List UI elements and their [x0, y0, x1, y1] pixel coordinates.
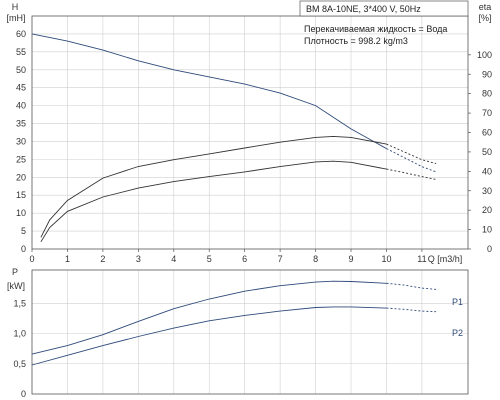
head-curve — [31, 33, 387, 149]
x-tick-label: 5 — [207, 254, 212, 264]
x-tick-label: 8 — [313, 254, 318, 264]
fluid-note: Перекачиваемая жидкость = Вода — [304, 24, 447, 34]
x-tick-label: 0 — [29, 254, 34, 264]
y-right-tick-label: 10 — [482, 225, 492, 235]
series-label-p2: P2 — [452, 328, 463, 338]
y-left-tick-label: 60 — [16, 29, 26, 39]
npsh-curve-extension — [386, 168, 437, 180]
series-label-p1: P1 — [452, 297, 463, 307]
x-axis-label: Q [m3/h] — [428, 254, 463, 264]
y-right-tick-label: 50 — [482, 147, 492, 157]
x-tick-label: 3 — [136, 254, 141, 264]
top-plot-frame — [31, 15, 469, 250]
power-curve-p2-extension — [386, 307, 437, 313]
x-tick-label: 6 — [242, 254, 247, 264]
p-tick-label: 0,5 — [13, 359, 26, 369]
power-curve-p1-extension — [386, 282, 437, 290]
y-left-tick-label: 0 — [21, 244, 26, 254]
y-right-tick-label: 20 — [482, 205, 492, 215]
x-tick-label: 11 — [417, 254, 426, 264]
p-tick-label: 1,0 — [13, 329, 26, 339]
x-tick-label: 2 — [100, 254, 105, 264]
y-left-axis-label: H — [12, 2, 19, 12]
y-right-axis-unit: [%] — [478, 13, 491, 23]
y-left-tick-label: 30 — [16, 136, 26, 146]
head-curve-extension — [386, 148, 437, 173]
y-left-tick-label: 50 — [16, 65, 26, 75]
y-right-tick-label: 30 — [482, 186, 492, 196]
y-right-tick-label: 90 — [482, 69, 492, 79]
p-tick-label: 0 — [21, 389, 26, 399]
bottom-plot-frame — [31, 269, 469, 395]
efficiency-curve — [40, 135, 387, 238]
y-right-tick-label: 100 — [477, 50, 492, 60]
y-left-tick-label: 5 — [21, 226, 26, 236]
x-tick-label: 4 — [171, 254, 176, 264]
y-right-tick-label: 40 — [482, 166, 492, 176]
y-left-tick-label: 45 — [16, 83, 26, 93]
y-right-tick-label: 70 — [482, 108, 492, 118]
y-left-tick-label: 35 — [16, 119, 26, 129]
x-tick-label: 7 — [278, 254, 283, 264]
head-efficiency-panel: 0 1 2 3 4 5 6 7 8 9 10 11 Q [m3/h]051015202530354045… — [7, 0, 492, 264]
pump-model-label: BM 8A-10NE, 3*400 V, 50Hz — [306, 4, 421, 14]
y-left-axis-unit: [mH] — [7, 13, 26, 23]
y-right-tick-label: 80 — [482, 89, 492, 99]
p-tick-label: 1,5 — [13, 298, 26, 308]
y-left-tick-label: 20 — [16, 172, 26, 182]
x-tick-label: 10 — [381, 254, 391, 264]
x-tick-label: 1 — [65, 254, 70, 264]
x-tick-label: 9 — [349, 254, 354, 264]
y-right-tick-label: 60 — [482, 128, 492, 138]
power-curve-p1 — [31, 280, 387, 355]
p-axis-unit: [kW] — [7, 281, 25, 291]
power-panel: 0 0,5 1,0 1,5 P [kW] P1 P2 — [7, 267, 469, 399]
efficiency-curve-extension — [386, 143, 437, 165]
y-left-tick-label: 10 — [16, 208, 26, 218]
y-right-tick-label: 0 — [487, 244, 492, 254]
y-right-axis-label: eta — [479, 2, 492, 12]
y-left-tick-label: 55 — [16, 47, 26, 57]
p-axis-label: P — [12, 267, 18, 277]
fluid-note: Плотность = 998.2 kg/m3 — [304, 36, 408, 46]
header-box — [299, 0, 469, 17]
power-curve-p2 — [31, 306, 387, 366]
y-left-tick-label: 25 — [16, 154, 26, 164]
y-left-tick-label: 40 — [16, 101, 26, 111]
npsh-curve — [40, 160, 387, 243]
y-left-tick-label: 15 — [16, 190, 26, 200]
